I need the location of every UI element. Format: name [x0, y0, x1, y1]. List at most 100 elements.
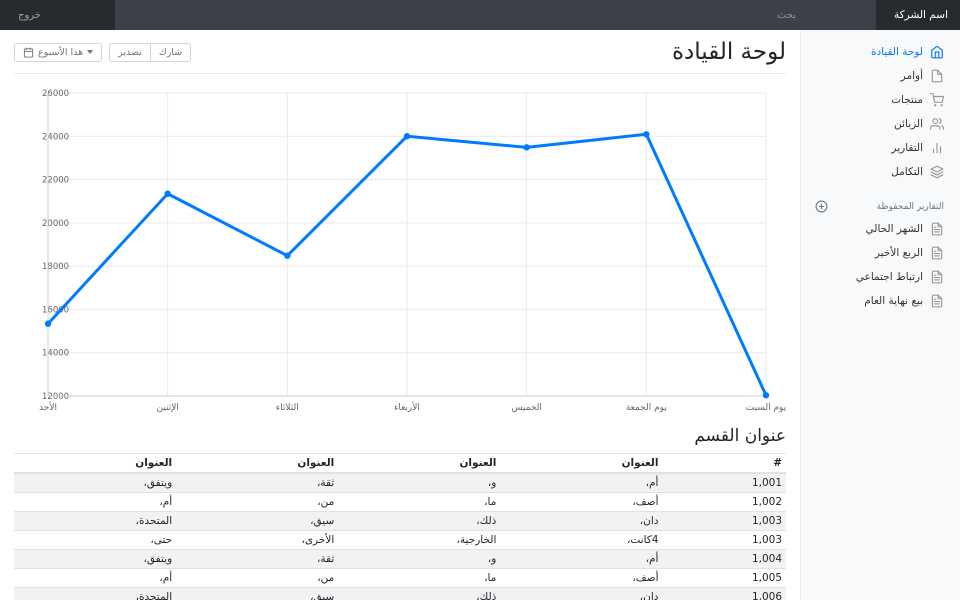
x-tick-label: الإثنين [156, 403, 178, 413]
chart-point [44, 320, 52, 327]
y-tick-label: 20000 [42, 219, 69, 229]
table-cell: المتحدة، [14, 511, 177, 531]
saved-report-label: الربع الأخير [874, 247, 923, 259]
table-cell: 1,003 [662, 530, 786, 550]
table-cell: 1,003 [662, 511, 786, 531]
table-cell: ذلك، [338, 587, 501, 600]
sidebar-item[interactable]: لوحة القيادة [801, 40, 960, 64]
table-cell: ثقة، [176, 472, 339, 493]
main-content: لوحة القيادة شارك تصدير هذا الأسبوع 1200… [0, 30, 800, 600]
section-title: عنوان القسم [694, 426, 786, 446]
sidebar-item-label: الزبائن [894, 118, 923, 130]
x-tick-label: الأربعاء [394, 401, 420, 413]
sidebar-item-label: لوحة القيادة [870, 46, 923, 58]
chart-point [762, 392, 770, 399]
table-cell: سيق، [176, 587, 339, 600]
file-text-icon [930, 294, 944, 308]
sidebar-item[interactable]: الزبائن [801, 112, 960, 136]
y-tick-label: 26000 [42, 89, 69, 99]
table-row: 1,002 أصف، ما، من، أم، [14, 492, 786, 512]
signout-link[interactable]: خروج [0, 0, 115, 30]
week-dropdown-label: هذا الأسبوع [38, 46, 84, 58]
saved-report-label: ارتباط اجتماعي [855, 271, 923, 283]
saved-report-label: الشهر الحالي [865, 223, 924, 235]
table-cell: أصف، [500, 568, 663, 588]
line-chart: 12000 14000 16000 18000 20000 22000 24000 26000… [14, 82, 787, 416]
table-row: 1,006 دان، ذلك، سيق، المتحدة، [14, 587, 786, 600]
table-cell: ما، [338, 568, 501, 588]
table-header-cell: العنوان [338, 453, 501, 474]
chart-canvas: 12000 14000 16000 18000 20000 22000 24000 26000… [39, 89, 787, 413]
bar-chart-icon [930, 141, 944, 155]
sidebar-item[interactable]: التقارير [801, 136, 960, 160]
x-tick-label: الأحد [39, 401, 57, 413]
saved-report-item[interactable]: الشهر الحالي [801, 217, 960, 241]
table-cell: المتحدة، [14, 587, 177, 600]
sidebar-item[interactable]: أوامر [801, 64, 960, 88]
sidebar-nav: لوحة القيادة أوامر منتجات الزبائن التقارير ال… [801, 40, 960, 184]
share-export-group: شارك تصدير [109, 42, 192, 62]
brand[interactable]: اسم الشركة [876, 0, 960, 30]
table-header-cell: # [662, 453, 786, 474]
table-cell: من، [176, 492, 339, 512]
x-tick-label: الخميس [511, 403, 541, 413]
table-cell: دان، [500, 587, 663, 600]
chart-point [403, 133, 411, 140]
table-cell: 1,005 [662, 568, 786, 588]
chart-point [284, 252, 291, 259]
sidebar-item[interactable]: التكامل [801, 160, 960, 184]
table-cell: 1,002 [662, 492, 786, 512]
table-cell: ثقة، [176, 549, 339, 569]
x-tick-label: الثلاثاء [276, 403, 299, 413]
table-row: 1,003 دان، ذلك، سيق، المتحدة، [14, 511, 786, 531]
toolbar: شارك تصدير هذا الأسبوع [14, 42, 192, 62]
table-header-row: # العنوان العنوان العنوان العنوان [14, 453, 786, 474]
sidebar-item-label: منتجات [891, 94, 923, 106]
table-cell: ما، [338, 492, 501, 512]
chart-point [643, 131, 650, 138]
table-cell: سيق، [176, 511, 339, 531]
table-header-cell: العنوان [176, 453, 339, 474]
top-navbar: اسم الشركة خروج [0, 0, 960, 30]
table-cell: و، [338, 549, 501, 569]
calendar-icon [23, 46, 34, 58]
sidebar-item[interactable]: منتجات [801, 88, 960, 112]
table-cell: ويتفق، [14, 472, 177, 493]
table-cell: دان، [500, 511, 663, 531]
table-row: 1,005 أصف، ما، من، أم، [14, 568, 786, 588]
table-cell: الأخرى، [176, 530, 339, 550]
table-cell: و، [338, 472, 501, 493]
table-cell: أم، [500, 549, 663, 569]
table-cell: 1,006 [662, 587, 786, 600]
table-cell: أصف، [500, 492, 663, 512]
x-tick-label: يوم الجمعة [626, 403, 668, 413]
table-cell: 1,001 [662, 472, 786, 493]
week-dropdown-button[interactable]: هذا الأسبوع [14, 42, 103, 62]
share-button[interactable]: شارك [149, 42, 192, 62]
table-cell: أم، [14, 492, 177, 512]
table-cell: 4كانت، [500, 530, 663, 550]
plus-circle-icon[interactable] [815, 200, 828, 213]
table-cell: ذلك، [338, 511, 501, 531]
y-tick-label: 24000 [42, 132, 69, 142]
saved-report-item[interactable]: بيع نهاية العام [801, 289, 960, 313]
layers-icon [930, 165, 944, 179]
table-cell: أم، [14, 568, 177, 588]
chart-point [164, 190, 171, 197]
shopping-cart-icon [930, 93, 944, 107]
file-text-icon [930, 246, 944, 260]
search-input[interactable] [115, 0, 876, 30]
file-text-icon [930, 270, 944, 284]
file-text-icon [930, 222, 944, 236]
x-tick-label: يوم السبت [746, 403, 787, 413]
saved-report-item[interactable]: ارتباط اجتماعي [801, 265, 960, 289]
y-tick-label: 14000 [42, 349, 69, 359]
table-header-cell: العنوان [14, 453, 177, 474]
saved-report-item[interactable]: الربع الأخير [801, 241, 960, 265]
sidebar-item-label: التكامل [891, 166, 923, 178]
export-button[interactable]: تصدير [109, 42, 151, 62]
table-cell: 1,004 [662, 549, 786, 569]
sidebar-item-label: التقارير [891, 142, 923, 154]
table-cell: من، [176, 568, 339, 588]
page-header: لوحة القيادة شارك تصدير هذا الأسبوع [14, 30, 786, 74]
